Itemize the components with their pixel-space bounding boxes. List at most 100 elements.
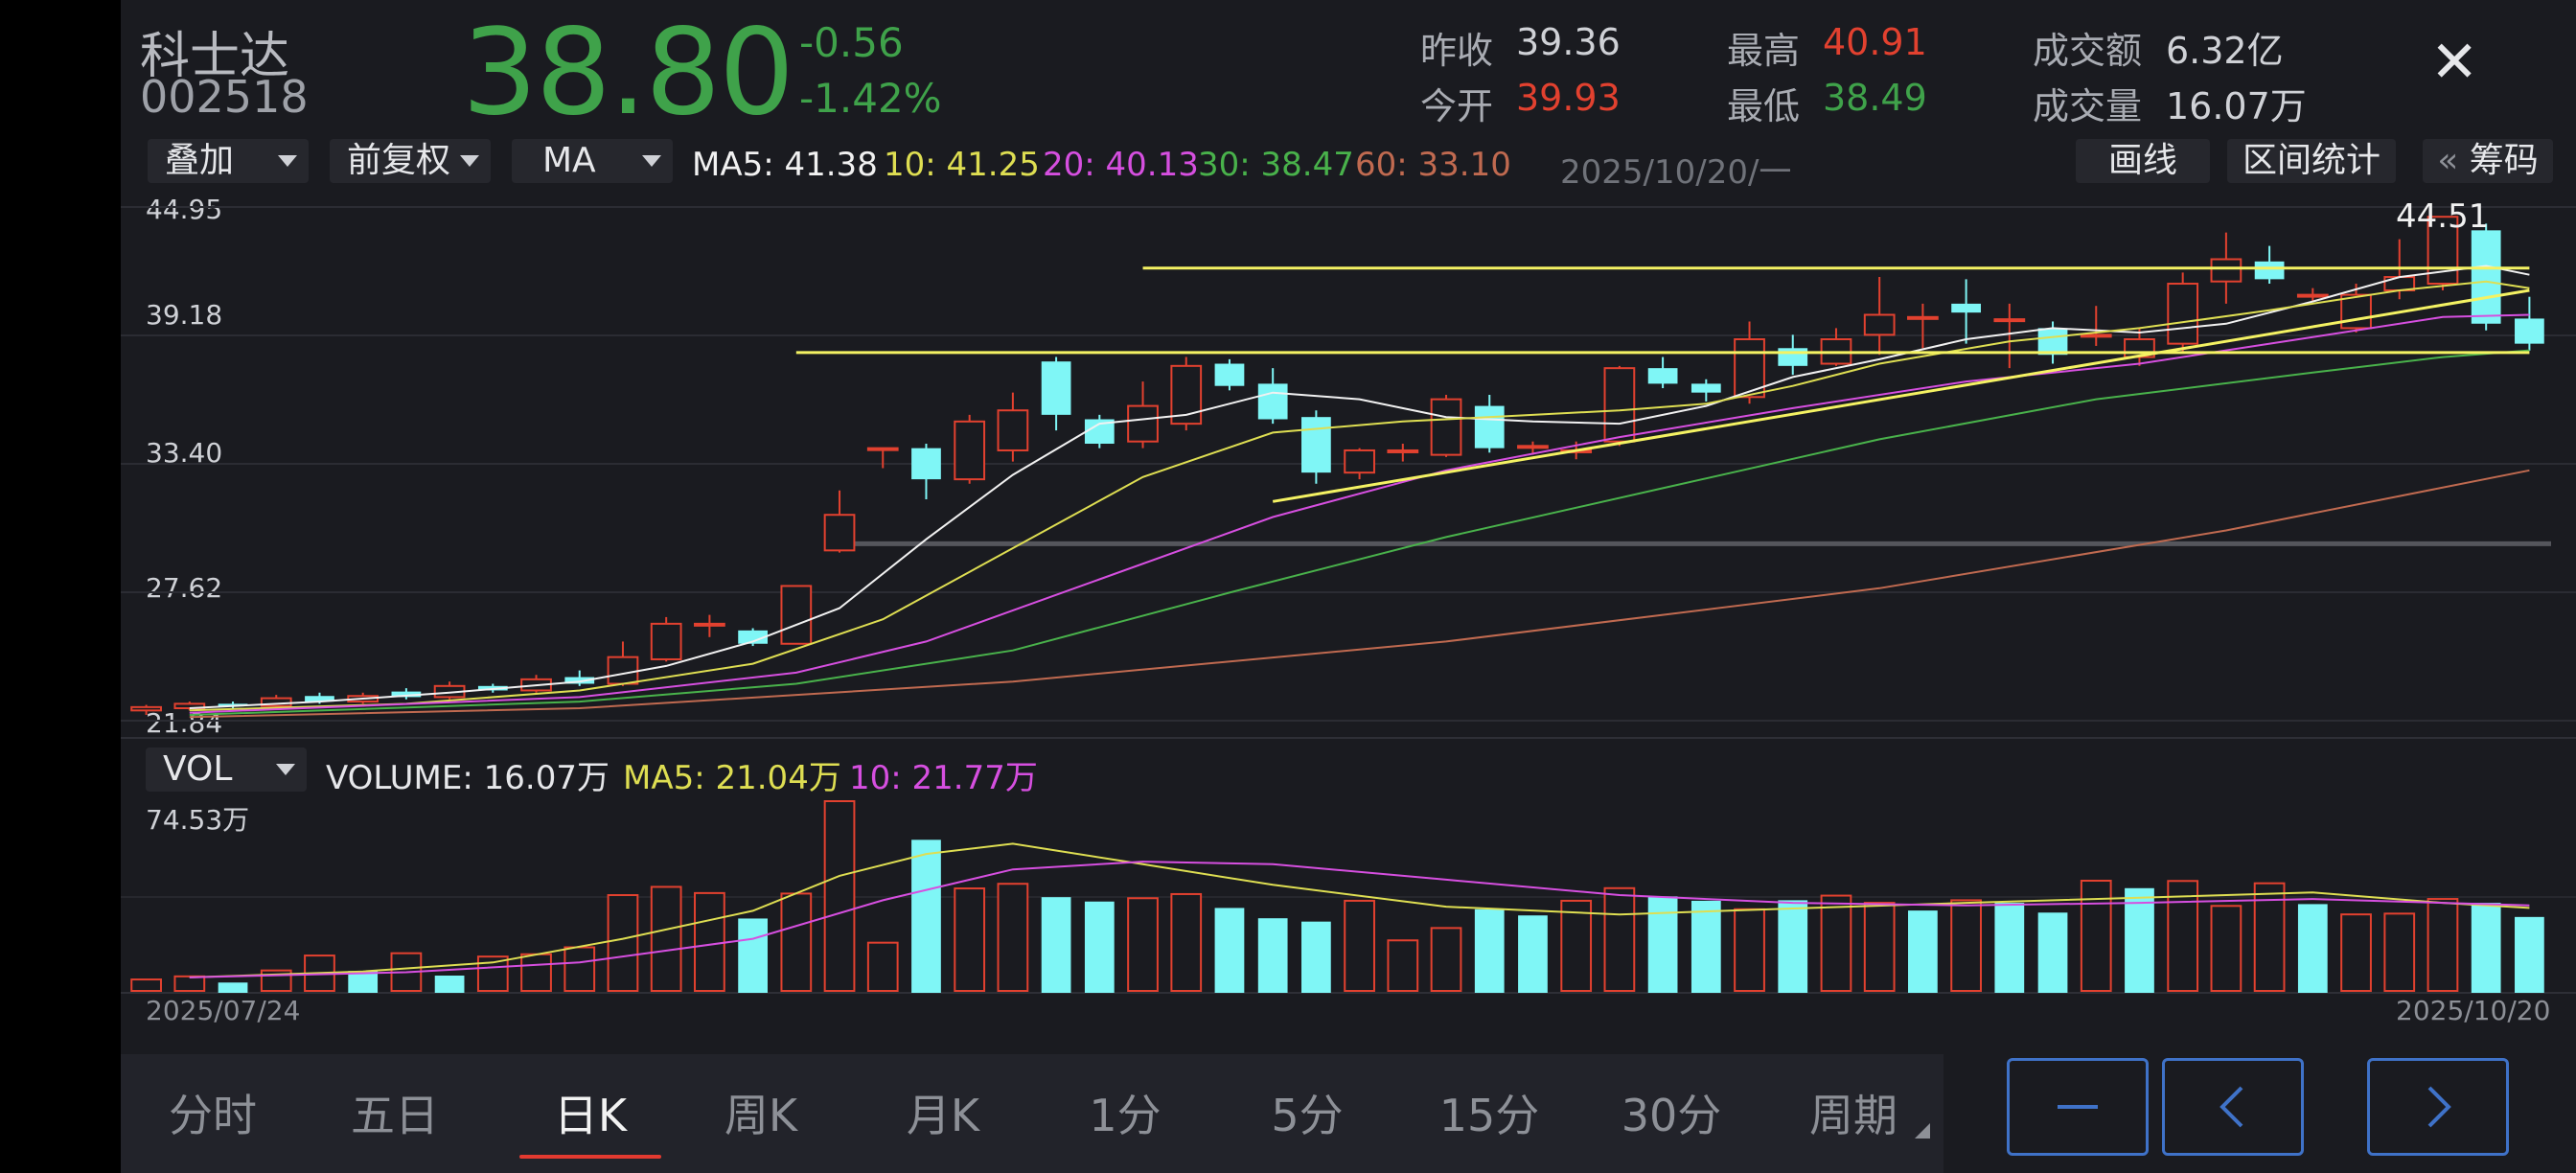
- volume-bar-up: [130, 978, 162, 993]
- volume-bar-up: [997, 883, 1029, 993]
- candle-up: [130, 705, 162, 712]
- volume-bar-up: [1430, 927, 1462, 992]
- adjust-label: 前复权: [347, 141, 451, 180]
- volume-bar-up: [1170, 892, 1203, 992]
- volume-top-label: 74.53万: [146, 804, 250, 836]
- ma-line-ma5: [189, 264, 2530, 709]
- volume-bar-up: [1387, 939, 1419, 993]
- turnover-value: 6.32亿: [2166, 30, 2284, 72]
- candle-down: [1474, 405, 1505, 448]
- volume-bar-up: [2426, 898, 2459, 992]
- chips-label: 筹码: [2469, 141, 2539, 180]
- chips-button[interactable]: « 筹码: [2423, 139, 2553, 183]
- indicator-dropdown[interactable]: MA: [512, 139, 673, 183]
- draw-line-button[interactable]: 画线: [2076, 139, 2210, 183]
- candle-down: [391, 691, 422, 698]
- candle-up: [954, 420, 986, 481]
- volume-bar-up: [520, 953, 552, 992]
- overlay-dropdown[interactable]: 叠加: [148, 139, 309, 183]
- volume-bar-down: [1994, 903, 2025, 993]
- volume-bar-down: [1474, 908, 1505, 993]
- volume-bar-down: [1518, 915, 1548, 993]
- ma-line-30: [189, 349, 2530, 716]
- tab-daily-k[interactable]: 日K: [553, 1090, 628, 1141]
- vol-dropdown[interactable]: VOL: [146, 748, 307, 792]
- overlay-label: 叠加: [165, 141, 235, 180]
- tab-period[interactable]: 周期: [1809, 1090, 1898, 1141]
- volume-bar-down: [911, 840, 941, 993]
- ma20-readout: 20: 40.13: [1043, 146, 1199, 184]
- close-icon[interactable]: ✕: [2430, 29, 2479, 96]
- stock-name: 科士达: [140, 28, 290, 85]
- candle-down: [2037, 328, 2068, 356]
- volume-bar-up: [173, 975, 206, 992]
- volume-value: 16.07万: [2166, 85, 2307, 127]
- candle-up: [1127, 404, 1159, 443]
- x-axis-end-date: 2025/10/20: [2396, 995, 2551, 1026]
- volume-bar-down: [218, 982, 248, 993]
- volume-bar-down: [2297, 904, 2328, 993]
- tab-five-day[interactable]: 五日: [351, 1090, 439, 1141]
- volume-bar-up: [564, 946, 596, 992]
- volume-bar-down: [1778, 900, 1808, 993]
- ma30-readout: 30: 38.47: [1198, 146, 1354, 184]
- next-button[interactable]: [2367, 1058, 2509, 1156]
- high-label: 最高: [1727, 30, 1801, 72]
- tab-weekly-k[interactable]: 周K: [724, 1090, 798, 1141]
- open-value: 39.93: [1516, 77, 1621, 119]
- volume-bar-up: [2080, 880, 2112, 992]
- prev-button[interactable]: [2162, 1058, 2304, 1156]
- active-tab-indicator: [519, 1155, 661, 1159]
- candle-up: [650, 622, 682, 660]
- volume-bar-up: [823, 800, 856, 992]
- vol-selector-label: VOL: [163, 749, 233, 789]
- candle-up: [1430, 398, 1462, 456]
- candle-up: [2080, 334, 2112, 338]
- tab-intraday[interactable]: 分时: [169, 1090, 257, 1141]
- candle-up: [1863, 313, 1896, 336]
- volume-ma-line-10: [189, 861, 2530, 978]
- candle-up: [694, 622, 725, 627]
- volume-bar-up: [1560, 899, 1593, 992]
- tab-1min[interactable]: 1分: [1089, 1090, 1162, 1141]
- stock-code: 002518: [140, 71, 309, 123]
- candle-up: [2210, 258, 2242, 283]
- candle-down: [1257, 383, 1288, 420]
- prev-close-value: 39.36: [1516, 21, 1621, 63]
- candle-up: [607, 656, 639, 685]
- candle-down: [218, 703, 248, 706]
- volume-bar-down: [1084, 901, 1115, 993]
- x-axis-start-date: 2025/07/24: [146, 995, 301, 1026]
- tab-5min[interactable]: 5分: [1271, 1090, 1344, 1141]
- low-label: 最低: [1727, 85, 1801, 127]
- tab-monthly-k[interactable]: 月K: [906, 1090, 980, 1141]
- tab-15min[interactable]: 15分: [1438, 1090, 1540, 1141]
- adjust-dropdown[interactable]: 前复权: [330, 139, 491, 183]
- range-stats-button[interactable]: 区间统计: [2227, 139, 2396, 183]
- volume-ma-line-ma5: [189, 842, 2530, 978]
- candle-up: [1344, 448, 1375, 474]
- candle-up: [997, 409, 1029, 451]
- candlestick-chart[interactable]: [121, 0, 2576, 1054]
- y-axis-tick-4: 27.62: [146, 572, 223, 604]
- volume-bar-down: [1257, 918, 1288, 993]
- volume-bar-down: [434, 976, 465, 993]
- volume-bar-down: [1301, 921, 1331, 993]
- volume-bar-up: [1344, 899, 1375, 992]
- max-price-label: 44.51: [2396, 197, 2490, 236]
- candle-down: [911, 448, 941, 480]
- candle-down: [305, 696, 334, 702]
- ma10-readout: 10: 41.25: [884, 146, 1040, 184]
- y-axis-tick-1: 44.95: [146, 194, 223, 225]
- chevron-down-icon: [278, 155, 297, 167]
- volume-bar-down: [348, 971, 379, 993]
- trend-line: [1272, 288, 2530, 503]
- chevron-down-icon: [642, 155, 661, 167]
- candle-up: [866, 447, 899, 451]
- volume-bar-up: [1127, 897, 1159, 992]
- volume-bar-down: [1690, 900, 1721, 993]
- zoom-out-button[interactable]: [2007, 1058, 2149, 1156]
- corner-triangle-icon: [1915, 1123, 1930, 1138]
- tab-30min[interactable]: 30分: [1621, 1090, 1722, 1141]
- candle-down: [564, 677, 595, 684]
